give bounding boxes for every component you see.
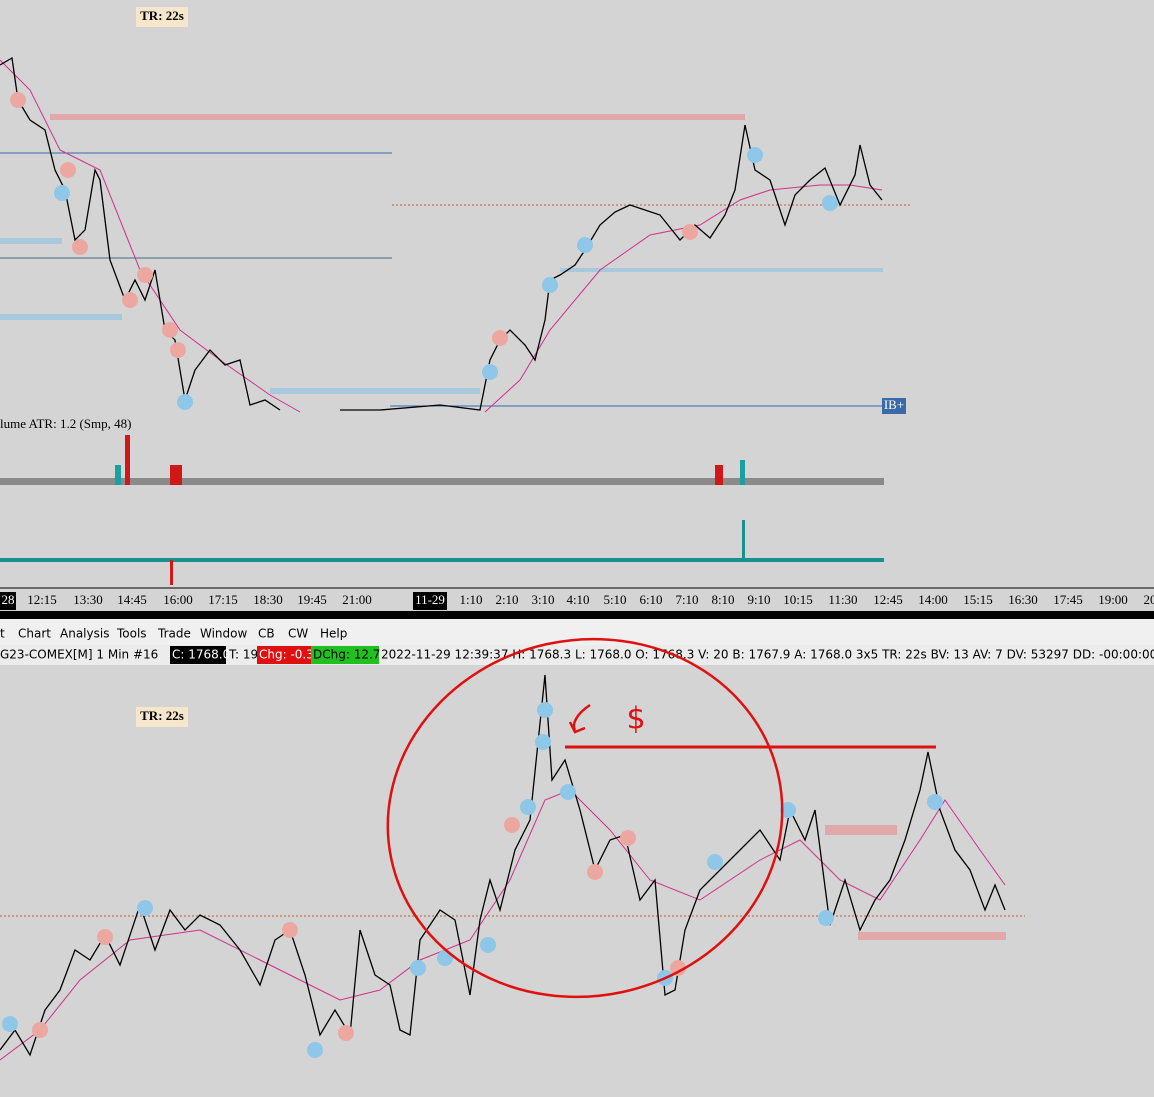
status-symbol: G23-COMEX[M] 1 Min #16 — [0, 648, 158, 662]
tr-label: TR: 22s — [140, 8, 184, 23]
time-label: 19:00 — [1098, 592, 1128, 607]
status-day-change: DChg: 12.7 — [313, 648, 380, 662]
menu-item[interactable]: Help — [320, 627, 347, 641]
indicator-label: lume ATR: 1.2 (Smp, 48) — [0, 416, 131, 431]
status-change: Chg: -0.3 — [259, 648, 314, 662]
time-label: 8:10 — [711, 592, 734, 607]
day-change-bg — [311, 646, 379, 664]
time-label: 1:10 — [459, 592, 482, 607]
time-label: 18:30 — [253, 592, 283, 607]
menu-item[interactable]: Trade — [157, 627, 191, 641]
menu-item[interactable]: t — [0, 627, 5, 641]
time-label: 2:10 — [495, 592, 518, 607]
signal-dots — [2, 702, 943, 1058]
time-label: 17:45 — [1053, 592, 1083, 607]
ib-box — [882, 398, 906, 414]
menu-item[interactable]: Window — [200, 627, 248, 641]
price-line — [0, 674, 1006, 1057]
time-axis: 28 12:15 13:30 14:45 16:00 17:15 18:30 19:45 21:… — [0, 592, 1154, 610]
time-label: 9:10 — [747, 592, 770, 607]
time-label: 15:15 — [963, 592, 993, 607]
time-label: 17:15 — [208, 592, 238, 607]
label-bg — [136, 7, 188, 27]
ib-label: IB+ — [884, 397, 904, 412]
menu: t Chart Analysis Tools Trade Window CB CW Help — [0, 627, 347, 641]
delta-spike — [742, 520, 745, 560]
annotation-text: $ — [626, 702, 645, 737]
change-bg — [257, 646, 311, 664]
label-bg — [136, 707, 188, 727]
signal-dots — [54, 147, 838, 410]
status-close: C: 1768.0 — [172, 648, 230, 662]
time-label: 14:00 — [918, 592, 948, 607]
moving-average — [484, 184, 883, 413]
moving-average — [0, 789, 1006, 1061]
time-label: 10:15 — [783, 592, 813, 607]
menu-item[interactable]: Analysis — [60, 627, 109, 641]
top-chart: TR: 22s IB+ lume ATR: 1.2 (Smp, 48) — [0, 7, 912, 585]
time-label: 20 — [1144, 592, 1154, 607]
time-label: 21:00 — [342, 592, 372, 607]
time-label: 14:45 — [117, 592, 147, 607]
time-label: 28 — [2, 592, 15, 607]
annotation-circle — [386, 637, 784, 999]
volume-highlights — [115, 435, 745, 485]
delta-spike — [170, 560, 173, 585]
time-marker — [413, 592, 447, 610]
signal-dots — [10, 92, 698, 358]
time-label: 11:30 — [828, 592, 857, 607]
volume-base — [0, 478, 884, 485]
menu-item[interactable]: CB — [258, 627, 275, 641]
menu-item[interactable]: Tools — [116, 627, 147, 641]
time-label: 11-29 — [415, 592, 445, 607]
close-bg — [170, 646, 226, 664]
price-line — [0, 56, 281, 411]
time-marker — [0, 592, 16, 610]
annotation-arrow — [568, 703, 591, 734]
status-details: 2022-11-29 12:39:37 H: 1768.3 L: 1768.0 … — [381, 648, 1154, 662]
time-label: 6:10 — [639, 592, 662, 607]
time-label: 12:45 — [873, 592, 903, 607]
tr-label: TR: 22s — [140, 708, 184, 723]
signal-dots — [32, 817, 686, 1041]
time-label: 16:30 — [1008, 592, 1038, 607]
bottom-chart: TR: 22s $ — [0, 637, 1025, 1061]
time-label: 19:45 — [297, 592, 327, 607]
time-label: 13:30 — [73, 592, 103, 607]
time-label: 3:10 — [531, 592, 554, 607]
menu-item[interactable]: CW — [288, 627, 308, 641]
time-label: 16:00 — [163, 592, 193, 607]
menu-item[interactable]: Chart — [18, 627, 51, 641]
separator — [0, 611, 1154, 619]
time-label: 4:10 — [566, 592, 589, 607]
time-label: 5:10 — [603, 592, 626, 607]
time-label: 7:10 — [675, 592, 698, 607]
price-line — [340, 124, 883, 411]
status-ticks: T: 19 — [228, 648, 258, 662]
time-label: 12:15 — [27, 592, 57, 607]
